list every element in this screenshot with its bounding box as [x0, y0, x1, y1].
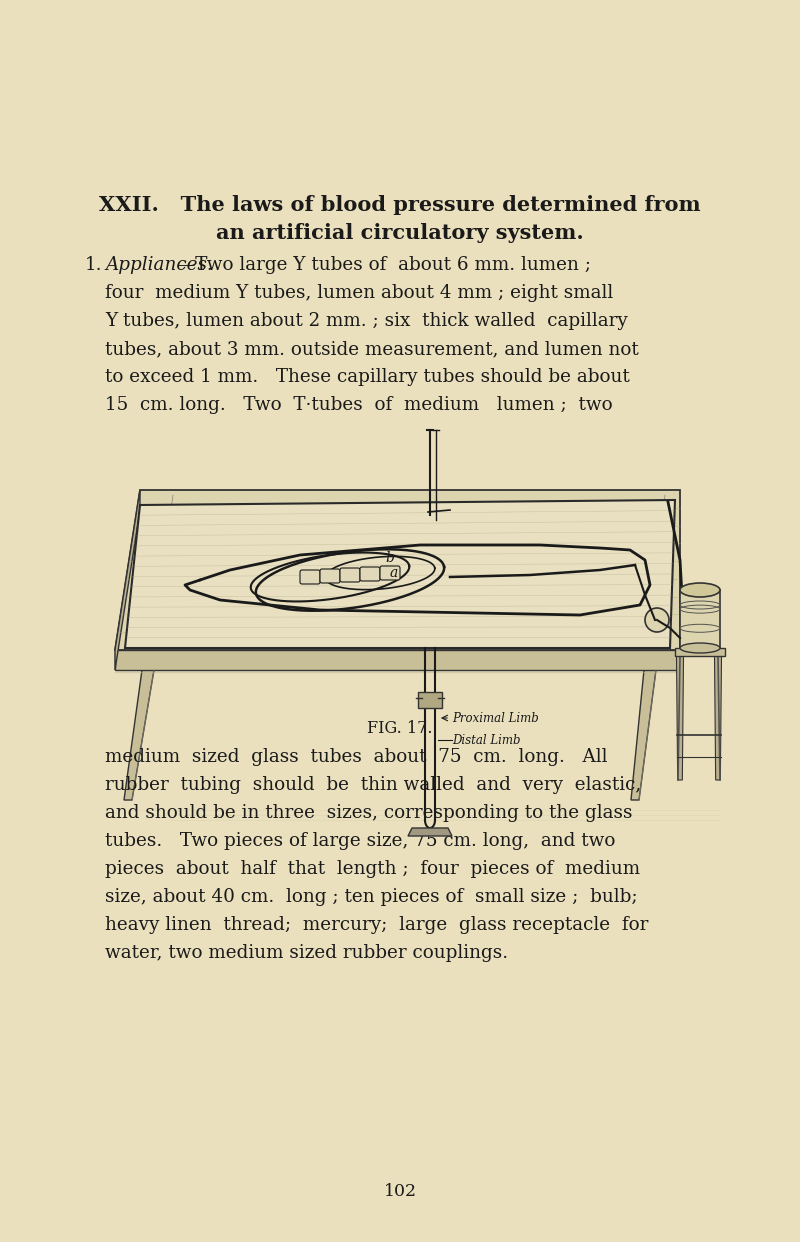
FancyBboxPatch shape: [320, 569, 340, 582]
Text: four  medium Y tubes, lumen about 4 mm ; eight small: four medium Y tubes, lumen about 4 mm ; …: [105, 284, 614, 302]
Text: a: a: [390, 566, 398, 580]
Text: tubes.   Two pieces of large size, 75 cm. long,  and two: tubes. Two pieces of large size, 75 cm. …: [105, 832, 615, 850]
FancyBboxPatch shape: [340, 568, 360, 582]
Text: Distal Limb: Distal Limb: [452, 734, 521, 746]
Polygon shape: [642, 496, 665, 620]
Ellipse shape: [680, 643, 720, 653]
Text: heavy linen  thread;  mercury;  large  glass receptacle  for: heavy linen thread; mercury; large glass…: [105, 917, 648, 934]
Polygon shape: [149, 496, 173, 620]
FancyBboxPatch shape: [380, 566, 400, 580]
Polygon shape: [408, 828, 452, 836]
Text: Proximal Limb: Proximal Limb: [452, 712, 538, 724]
Text: tubes, about 3 mm. outside measurement, and lumen not: tubes, about 3 mm. outside measurement, …: [105, 340, 638, 358]
Text: medium  sized  glass  tubes  about  75  cm.  long.   All: medium sized glass tubes about 75 cm. lo…: [105, 748, 607, 766]
Text: rubber  tubing  should  be  thin walled  and  very  elastic,: rubber tubing should be thin walled and …: [105, 776, 642, 794]
Polygon shape: [115, 650, 680, 669]
Polygon shape: [124, 669, 154, 800]
Text: and should be in three  sizes, corresponding to the glass: and should be in three sizes, correspond…: [105, 804, 633, 822]
Text: 15  cm. long.   Two  T·tubes  of  medium   lumen ;  two: 15 cm. long. Two T·tubes of medium lumen…: [105, 396, 613, 414]
Polygon shape: [115, 491, 680, 650]
FancyBboxPatch shape: [360, 568, 380, 581]
Text: size, about 40 cm.  long ; ten pieces of  small size ;  bulb;: size, about 40 cm. long ; ten pieces of …: [105, 888, 638, 905]
Polygon shape: [631, 669, 656, 800]
Text: —Two large Y tubes of  about 6 mm. lumen ;: —Two large Y tubes of about 6 mm. lumen …: [177, 256, 591, 274]
FancyBboxPatch shape: [418, 692, 442, 708]
Text: b: b: [385, 551, 394, 565]
FancyBboxPatch shape: [300, 570, 320, 584]
Text: water, two medium sized rubber couplings.: water, two medium sized rubber couplings…: [105, 944, 508, 963]
Text: to exceed 1 mm.   These capillary tubes should be about: to exceed 1 mm. These capillary tubes sh…: [105, 368, 630, 386]
Text: an artificial circulatory system.: an artificial circulatory system.: [216, 224, 584, 243]
Text: XXII.   The laws of blood pressure determined from: XXII. The laws of blood pressure determi…: [99, 195, 701, 215]
Text: FIG. 17.: FIG. 17.: [367, 720, 433, 737]
Text: pieces  about  half  that  length ;  four  pieces of  medium: pieces about half that length ; four pie…: [105, 859, 640, 878]
Circle shape: [645, 609, 669, 632]
Polygon shape: [125, 501, 675, 648]
Polygon shape: [115, 491, 140, 669]
FancyBboxPatch shape: [680, 590, 720, 648]
Polygon shape: [675, 648, 725, 656]
Text: Appliances.: Appliances.: [105, 256, 213, 274]
Text: Y tubes, lumen about 2 mm. ; six  thick walled  capillary: Y tubes, lumen about 2 mm. ; six thick w…: [105, 312, 628, 330]
Text: 102: 102: [383, 1184, 417, 1201]
Ellipse shape: [680, 582, 720, 597]
Polygon shape: [714, 656, 722, 780]
Text: 1.: 1.: [85, 256, 102, 274]
Polygon shape: [677, 656, 683, 780]
